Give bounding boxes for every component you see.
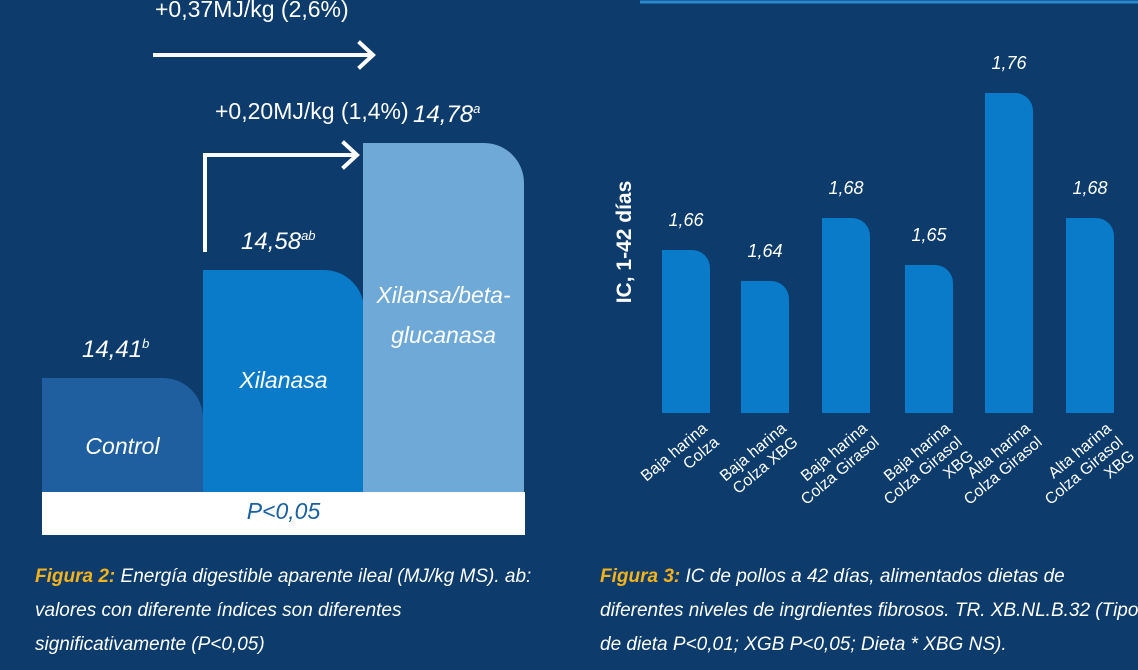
bar xyxy=(203,270,364,492)
bar-label: Xilansa/beta-glucanasa xyxy=(376,282,511,348)
value-label-box: 14,41b xyxy=(82,336,149,364)
value-label-box: 14,78a xyxy=(413,101,480,129)
value-label: 14,78 xyxy=(413,101,474,128)
caption-text: IC de pollos a 42 días, alimentados diet… xyxy=(600,566,1138,655)
value-label: 1,65 xyxy=(911,225,947,246)
annotation: +0,20MJ/kg (1,4%) xyxy=(215,98,409,124)
y-axis-label: IC, 1-42 días xyxy=(613,180,636,304)
bar xyxy=(662,249,710,413)
value-label: 1,68 xyxy=(828,178,864,199)
arrow-head xyxy=(357,40,376,70)
note-box xyxy=(42,492,525,535)
caption-text: Energía digestible aparente ileal (MJ/kg… xyxy=(35,566,532,655)
value-label: 1,68 xyxy=(1072,178,1108,199)
bar-label: Control xyxy=(85,433,160,459)
caption-label: Figura 3: xyxy=(600,566,681,587)
value-label: 1,76 xyxy=(991,53,1027,73)
bar xyxy=(985,93,1033,413)
value-label: 14,41 xyxy=(82,336,143,363)
value-letter: ab xyxy=(301,228,316,244)
value-letter: b xyxy=(142,336,150,351)
bar xyxy=(905,265,953,413)
bar xyxy=(822,218,870,413)
value-letter: a xyxy=(473,101,481,116)
caption-label: Figura 2: xyxy=(35,566,116,587)
note: P<0,05 xyxy=(246,498,321,524)
annotation: +0,37MJ/kg (2,6%) xyxy=(155,0,349,22)
value-label: 14,58 xyxy=(241,228,302,256)
bar xyxy=(1066,218,1114,413)
caption: Figura 2: Energía digestible aparente il… xyxy=(35,560,555,662)
bar xyxy=(741,281,789,413)
caption: Figura 3: IC de pollos a 42 días, alimen… xyxy=(600,560,1138,662)
value-label-box: 14,58ab xyxy=(241,228,316,256)
bar xyxy=(363,143,524,492)
bar-label: Xilanasa xyxy=(239,367,328,393)
value-label: 1,64 xyxy=(747,241,783,261)
arrow-head xyxy=(341,140,360,170)
arrow xyxy=(203,153,358,252)
value-label: 1,66 xyxy=(668,209,704,230)
bar xyxy=(42,378,203,492)
